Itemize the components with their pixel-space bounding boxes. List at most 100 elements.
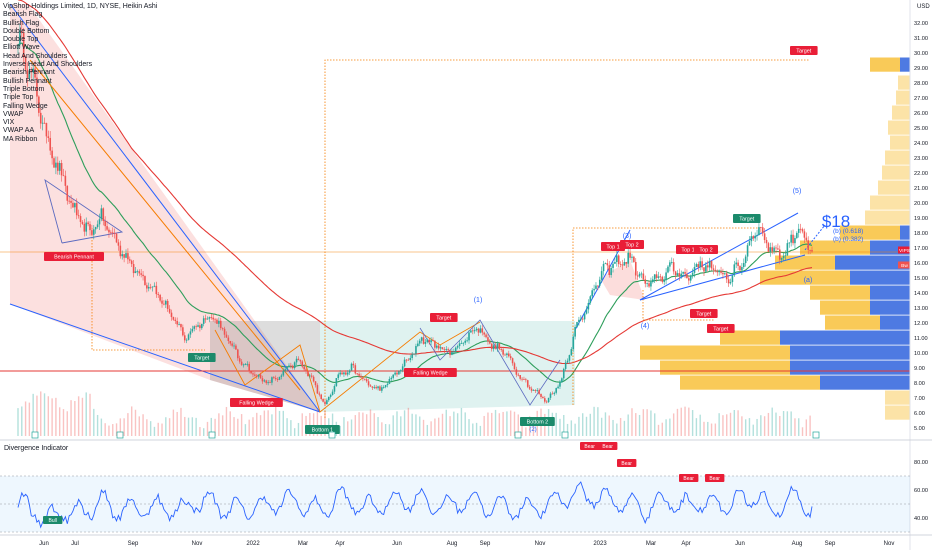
volume-bar	[62, 409, 65, 436]
candle-body	[625, 262, 628, 264]
volume-bar	[563, 414, 565, 436]
candle-body	[437, 345, 440, 349]
volume-bar	[487, 412, 489, 436]
x-tick-label: Sep	[825, 541, 836, 547]
candle-body	[788, 242, 791, 244]
candle-body	[547, 397, 550, 402]
rsi-band	[0, 476, 910, 532]
candle-body	[794, 238, 796, 244]
candle-body	[337, 374, 340, 379]
candle-body	[280, 375, 283, 377]
volume-profile-up	[878, 180, 910, 195]
x-tick-label: Nov	[535, 541, 546, 547]
volume-bar	[381, 422, 383, 436]
volume-bar	[623, 420, 626, 436]
candle-body	[318, 393, 321, 395]
candle-body	[466, 340, 468, 342]
candle-body	[208, 317, 211, 319]
volume-bar	[17, 408, 19, 436]
candle-body	[790, 234, 792, 243]
volume-profile-down	[900, 225, 910, 240]
volume-bar	[312, 413, 315, 436]
candle-body	[803, 231, 806, 238]
bear-label-bg	[617, 459, 637, 467]
event-marker	[116, 431, 124, 439]
candle-body	[542, 396, 544, 399]
x-tick-label: Jun	[735, 541, 745, 547]
volume-bar	[210, 417, 212, 436]
candle-body	[269, 382, 271, 383]
candle-body	[769, 247, 772, 252]
candle-body	[532, 390, 535, 391]
candle-body	[589, 296, 592, 303]
x-tick-label: Sep	[480, 541, 491, 547]
volume-bar	[240, 414, 243, 436]
candle-body	[254, 374, 256, 376]
candle-body	[28, 70, 31, 79]
candle-body	[449, 350, 451, 356]
volume-bar	[582, 413, 584, 436]
candle-body	[381, 387, 383, 391]
y-tick-label: 20.00	[914, 201, 928, 207]
candle-body	[176, 321, 178, 325]
candle-body	[670, 262, 673, 263]
candle-body	[98, 219, 101, 225]
bottom-label-bg	[520, 417, 555, 426]
volume-bar	[722, 415, 724, 436]
volume-bar	[21, 406, 23, 436]
candle-body	[744, 256, 747, 264]
candle-body	[640, 273, 643, 275]
bear-label: Bear	[709, 476, 720, 482]
blue-pattern-line	[419, 319, 561, 406]
candle-body	[540, 393, 542, 397]
volume-bar	[665, 419, 667, 436]
candle-body	[434, 340, 436, 348]
candle-body	[544, 398, 546, 402]
candle-body	[634, 261, 637, 276]
target-dotted-line	[324, 59, 810, 418]
volume-bar	[369, 409, 372, 436]
candle-body	[189, 331, 192, 335]
volume-bar	[396, 411, 398, 436]
candle-body	[182, 327, 184, 336]
candle-body	[742, 263, 745, 268]
volume-bar	[237, 418, 239, 436]
volume-bar	[779, 416, 781, 436]
y-tick-label: 12.00	[914, 321, 928, 327]
volume-bar	[316, 409, 319, 436]
candle-body	[801, 229, 804, 232]
candle-body	[149, 286, 152, 288]
candle-body	[356, 373, 359, 375]
volume-bar	[252, 417, 254, 436]
candle-body	[610, 267, 612, 276]
candle-body	[752, 236, 755, 239]
candle-body	[538, 390, 540, 394]
double-bottom-fill	[320, 321, 575, 412]
falling-wedge-label: Falling Wedge	[239, 400, 273, 406]
candle-body	[650, 282, 652, 287]
candle-body	[627, 252, 629, 264]
candle-body	[458, 343, 461, 347]
candle-body	[642, 273, 645, 280]
y-tick-label: 32.00	[914, 21, 928, 27]
volume-profile-up	[720, 330, 780, 345]
top-label: Top 2	[699, 247, 712, 253]
candle-body	[561, 378, 563, 383]
candle-body	[733, 264, 736, 276]
x-tick-label: Apr	[681, 541, 690, 547]
candle-body	[633, 256, 635, 262]
bearish-pennant-label: Bearish Pennant	[54, 254, 94, 260]
volume-bar	[377, 417, 379, 436]
candle-body	[94, 227, 97, 230]
candle-body	[716, 271, 719, 273]
candle-body	[117, 242, 120, 246]
candle-body	[454, 347, 457, 352]
candle-body	[786, 243, 789, 256]
candle-body	[329, 394, 332, 397]
candle-body	[324, 401, 326, 405]
candle-body	[778, 249, 781, 260]
candle-body	[771, 247, 774, 252]
candle-body	[595, 285, 597, 289]
